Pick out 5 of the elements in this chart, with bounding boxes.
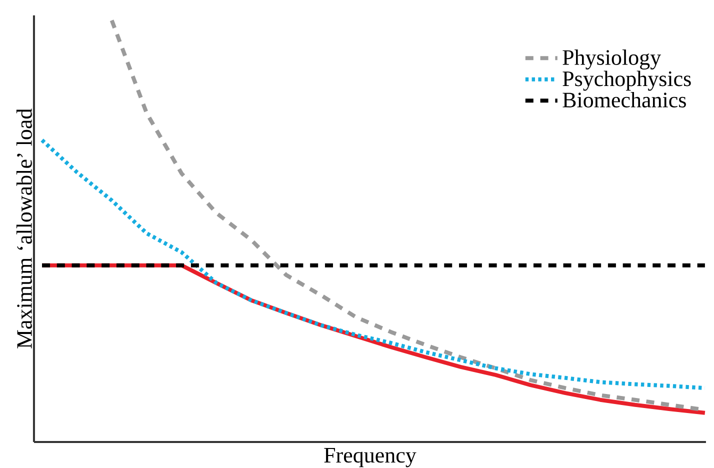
legend-label: Physiology <box>562 49 662 70</box>
legend-label: Biomechanics <box>562 92 686 108</box>
y-axis-title: Maximum ‘allowable’ load <box>16 108 32 348</box>
x-axis-title: Frequency <box>324 448 416 468</box>
legend-label: Psychophysics <box>562 70 691 91</box>
